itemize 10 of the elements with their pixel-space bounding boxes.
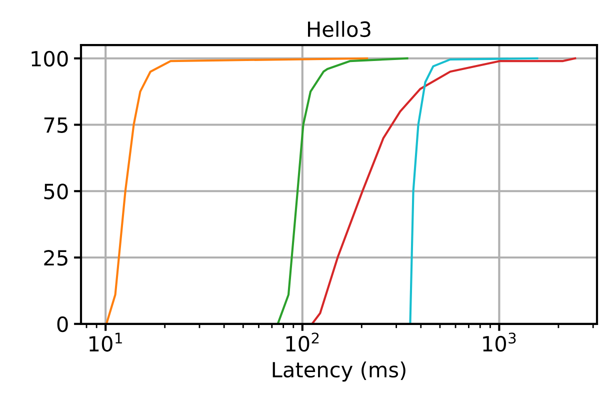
y-tick-label: 75 xyxy=(44,117,68,133)
y-tick-label: 100 xyxy=(32,50,68,67)
y-tick-label: 0 xyxy=(57,316,68,332)
x-tick-label: 10$^{2}$ xyxy=(286,332,319,352)
y-tick-label: 50 xyxy=(44,184,68,200)
x-tick-label: 10$^{3}$ xyxy=(483,332,516,352)
chart-title: Hello3 xyxy=(308,20,370,38)
x-axis-title: Latency (ms) xyxy=(272,361,406,382)
x-tick-label: 10$^{1}$ xyxy=(90,332,122,352)
y-tick-label: 25 xyxy=(44,250,68,266)
